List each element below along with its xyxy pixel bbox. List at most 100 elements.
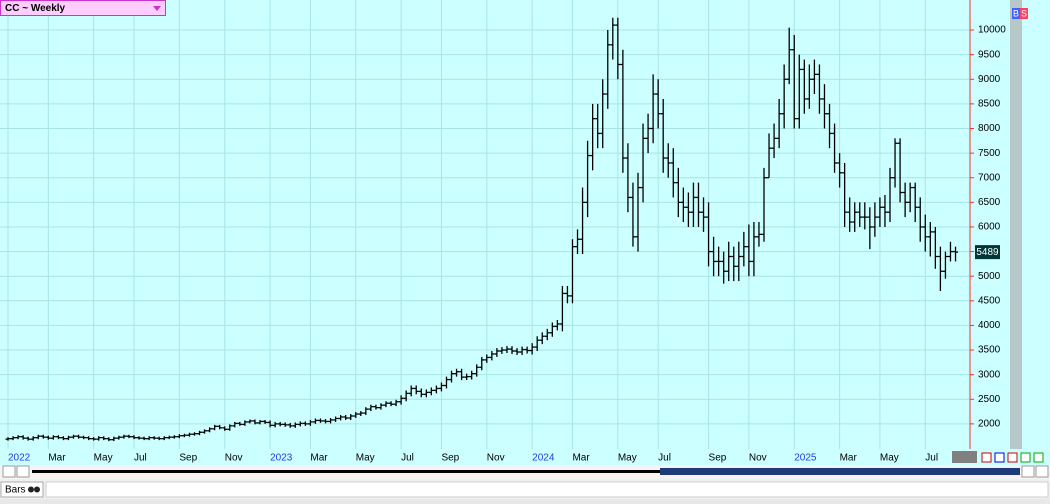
x-tick-label: Jul (658, 453, 671, 464)
y-tick-label: 5000 (978, 271, 1001, 282)
ohlc-bar (716, 246, 722, 277)
ohlc-bar (323, 418, 329, 424)
ohlc-bar (126, 434, 132, 439)
x-tick-label: Mar (572, 453, 590, 464)
ohlc-bar (479, 356, 485, 371)
style-dot (28, 486, 34, 493)
ohlc-bar (781, 64, 787, 129)
scroll-right[interactable] (1021, 465, 1035, 478)
y-tick-label: 2000 (978, 419, 1001, 430)
ohlc-bar (20, 435, 26, 440)
ohlc-bar (272, 421, 278, 428)
icon[interactable] (1007, 452, 1018, 463)
ohlc-bar (640, 123, 646, 203)
ohlc-bar (564, 286, 570, 304)
scroll-left[interactable] (16, 465, 30, 478)
ohlc-bar (76, 434, 82, 439)
ohlc-bar (474, 364, 480, 377)
buy-button[interactable] (1012, 8, 1020, 19)
ohlc-bar (307, 419, 313, 426)
ohlc-bar (131, 435, 137, 440)
x-tick-label: May (94, 453, 113, 464)
ohlc-bar (877, 197, 883, 227)
chart-title: CC ~ Weekly (5, 3, 66, 14)
ohlc-bar (937, 246, 943, 291)
ohlc-bar (121, 434, 127, 439)
x-tick-label: Jul (401, 453, 414, 464)
x-tick-label: Sep (441, 453, 459, 464)
ohlc-bar (499, 347, 505, 354)
y-tick-label: 3000 (978, 369, 1001, 380)
ohlc-bar (776, 98, 782, 149)
ohlc-bar (796, 54, 802, 129)
x-tick-label: 2023 (270, 453, 293, 464)
icon[interactable] (1033, 452, 1044, 463)
scroll-thumb[interactable] (660, 468, 1020, 475)
ohlc-bar (600, 79, 606, 149)
corner-box (952, 451, 977, 463)
ohlc-bar (166, 435, 172, 440)
icon[interactable] (981, 452, 992, 463)
ohlc-bar (30, 436, 36, 441)
style-selector[interactable] (0, 481, 44, 498)
grid (0, 0, 970, 449)
symbol-selector[interactable] (0, 0, 166, 16)
ohlc-bar (761, 167, 767, 242)
y-tick-label: 8000 (978, 123, 1001, 134)
x-tick-label: 2022 (8, 453, 31, 464)
ohlc-bar (685, 192, 691, 227)
ohlc-bar (257, 419, 263, 425)
ohlc-bar (630, 182, 636, 247)
icon[interactable] (994, 452, 1005, 463)
ohlc-bar (212, 424, 218, 431)
ohlc-bar (111, 436, 117, 442)
ohlc-bar (136, 436, 142, 440)
ohlc-bar (227, 424, 233, 431)
scroll-start[interactable] (2, 465, 16, 478)
last-price-label: 5489 (976, 247, 999, 258)
y-tick-label: 2500 (978, 394, 1001, 405)
y-tick-label: 8500 (978, 99, 1001, 110)
x-tick-label: Sep (179, 453, 197, 464)
ohlc-bar (806, 64, 812, 109)
ohlc-bar (242, 420, 248, 426)
ohlc-bar (25, 436, 31, 441)
ohlc-bar (867, 207, 873, 250)
y-tick-label: 7000 (978, 172, 1001, 183)
ohlc-bar (454, 368, 460, 377)
ohlc-bar (897, 138, 903, 203)
ohlc-bar (418, 388, 424, 398)
ohlc-bar (766, 133, 772, 179)
ohlc-bar (116, 435, 122, 440)
ohlc-bar (96, 436, 102, 441)
ohlc-bar (504, 346, 510, 353)
ohlc-bar (171, 435, 177, 439)
ohlc-bar (181, 433, 187, 438)
ohlc-bar (393, 399, 399, 407)
ohlc-bar (726, 241, 732, 282)
scroll-end[interactable] (1035, 465, 1049, 478)
ohlc-bar (222, 426, 228, 431)
ohlc-bar (590, 103, 596, 171)
ohlc-bar (721, 251, 727, 284)
ohlc-bar (711, 236, 717, 277)
ohlc-bar (156, 436, 162, 441)
y-tick-label: 9500 (978, 49, 1001, 60)
ohlc-bar (751, 222, 757, 277)
ohlc-bar (55, 435, 61, 440)
icon[interactable] (1020, 452, 1031, 463)
side-panel (1022, 0, 1050, 449)
x-tick-label: 2024 (532, 453, 555, 464)
ohlc-bar (45, 435, 51, 440)
ohlc-bar (902, 182, 908, 218)
ohlc-bar (207, 427, 213, 433)
ohlc-bar (625, 143, 631, 213)
ohlc-bar (675, 167, 681, 218)
ohlc-bar (141, 436, 147, 441)
ohlc-bar (615, 17, 621, 80)
ohlc-bar (842, 162, 848, 227)
ohlc-bar (620, 49, 626, 173)
sell-button[interactable] (1020, 8, 1028, 19)
